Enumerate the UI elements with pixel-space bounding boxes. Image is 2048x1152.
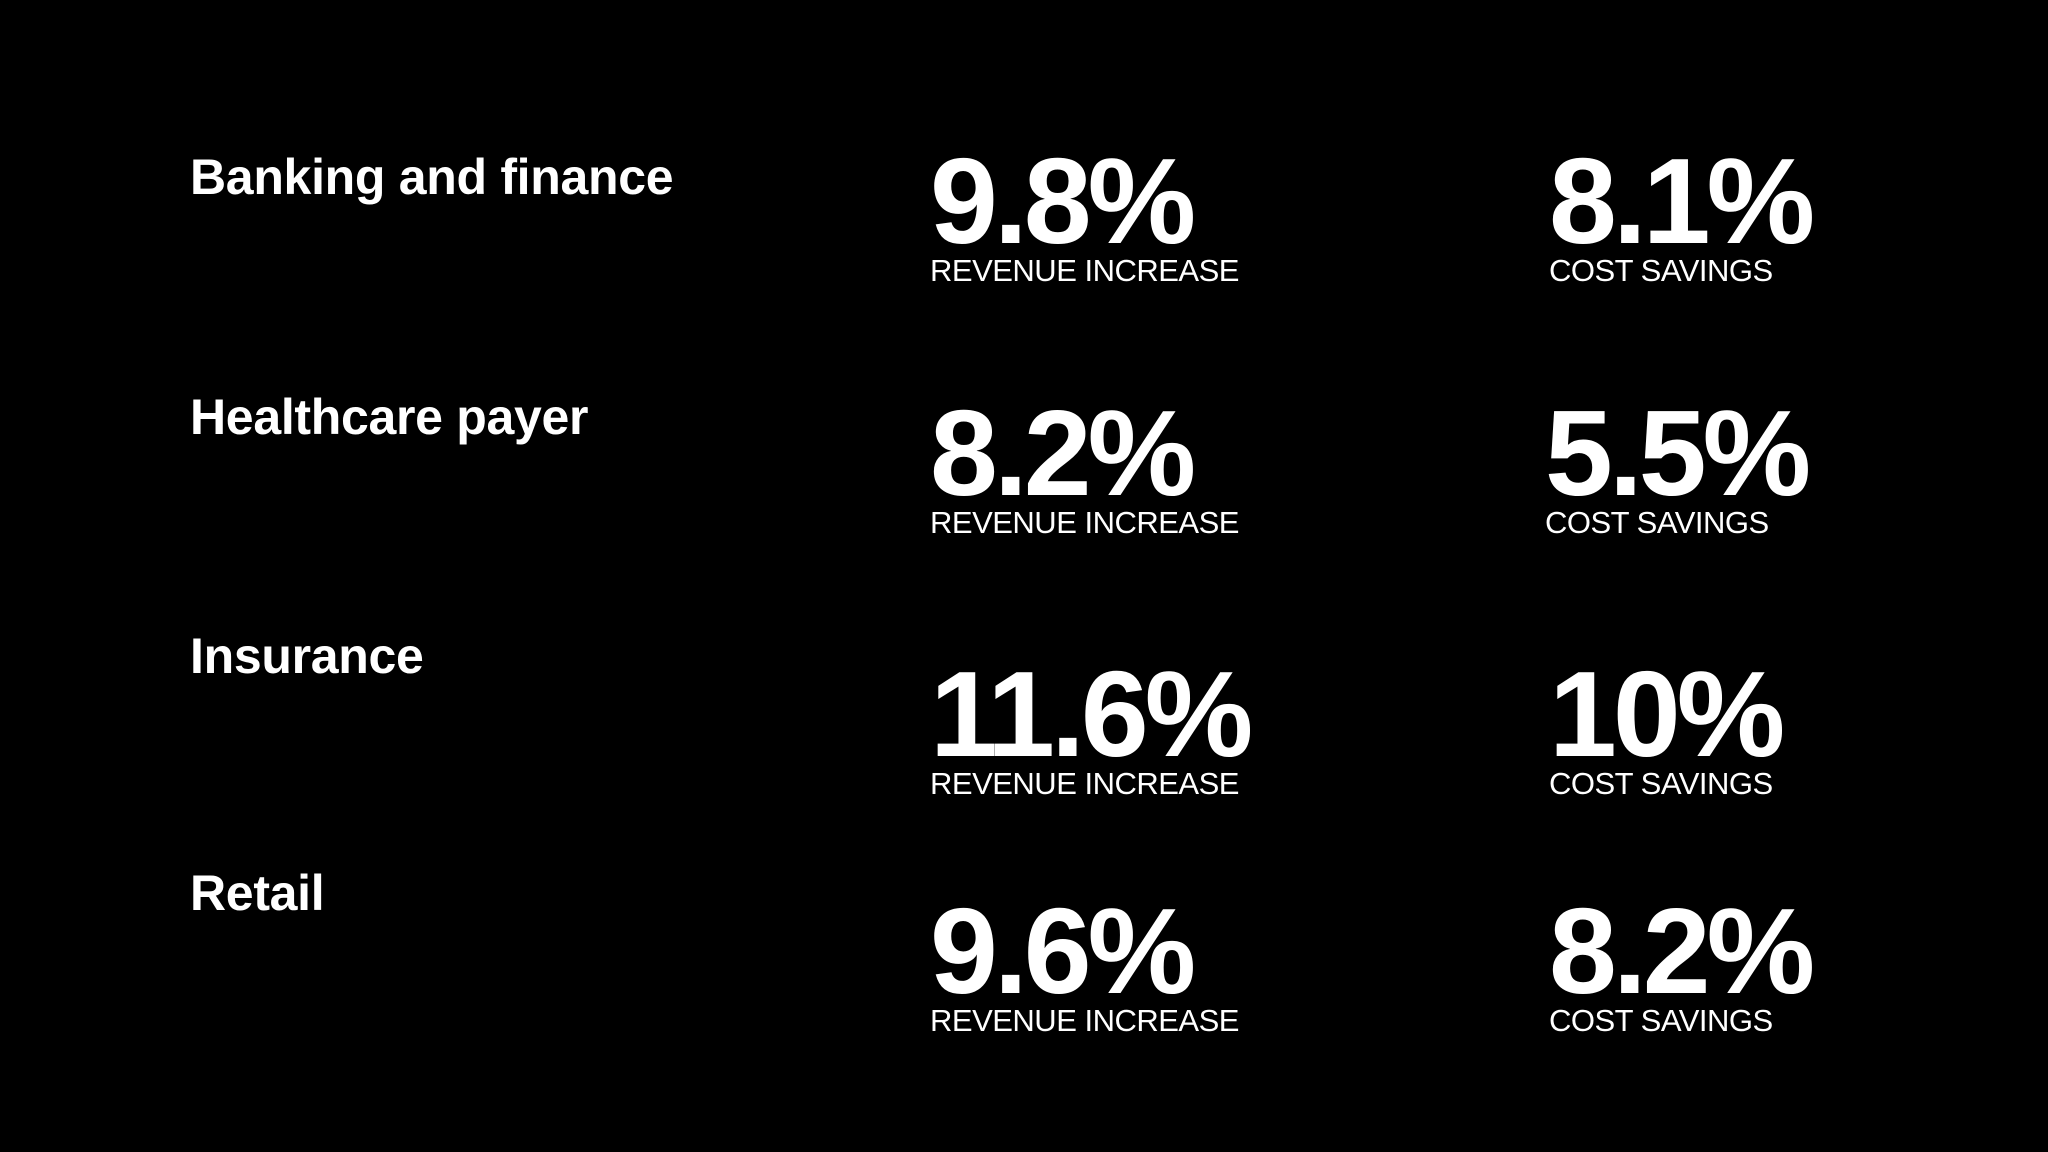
savings-stat: 10% COST SAVINGS [1549, 646, 1785, 801]
savings-label: COST SAVINGS [1549, 766, 1773, 801]
savings-label: COST SAVINGS [1549, 1003, 1773, 1038]
industry-name: Healthcare payer [190, 389, 589, 445]
industry-name: Banking and finance [190, 149, 674, 205]
industry-name: Insurance [190, 628, 424, 684]
revenue-value: 11.6% [930, 646, 1253, 782]
savings-value: 8.2% [1549, 883, 1815, 1019]
savings-stat: 5.5% COST SAVINGS [1545, 385, 1811, 540]
revenue-stat: 9.8% REVENUE INCREASE [930, 140, 1239, 286]
revenue-value: 9.6% [930, 883, 1196, 1019]
industry-name: Retail [190, 865, 325, 921]
savings-stat: 8.2% COST SAVINGS [1549, 883, 1815, 1038]
revenue-stat: 9.6% REVENUE INCREASE [930, 890, 1239, 1036]
revenue-stat: 11.6% REVENUE INCREASE [930, 646, 1253, 801]
revenue-value: 9.8% [930, 133, 1196, 269]
industry-row-retail: Retail 9.6% REVENUE INCREASE 8.2% COST S… [0, 868, 2048, 1088]
savings-value: 5.5% [1545, 385, 1811, 521]
revenue-label: REVENUE INCREASE [930, 1003, 1239, 1038]
revenue-stat: 8.2% REVENUE INCREASE [930, 392, 1239, 538]
revenue-label: REVENUE INCREASE [930, 253, 1239, 288]
revenue-label: REVENUE INCREASE [930, 766, 1239, 801]
industry-row-healthcare: Healthcare payer 8.2% REVENUE INCREASE 5… [0, 392, 2048, 612]
savings-label: COST SAVINGS [1549, 253, 1773, 288]
savings-label: COST SAVINGS [1545, 505, 1769, 540]
industry-row-insurance: Insurance 11.6% REVENUE INCREASE 10% COS… [0, 628, 2048, 848]
revenue-value: 8.2% [930, 385, 1196, 521]
industry-row-banking: Banking and finance 9.8% REVENUE INCREAS… [0, 140, 2048, 360]
savings-value: 10% [1549, 646, 1785, 782]
savings-stat: 8.1% COST SAVINGS [1549, 133, 1815, 288]
savings-value: 8.1% [1549, 133, 1815, 269]
revenue-label: REVENUE INCREASE [930, 505, 1239, 540]
